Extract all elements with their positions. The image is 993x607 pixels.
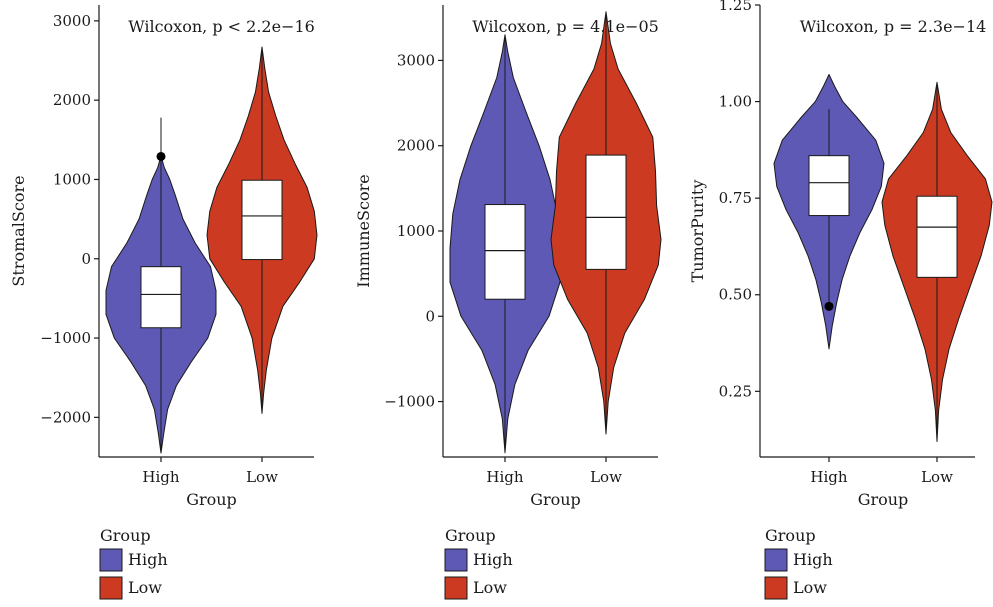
legend: Group High Low xyxy=(99,526,168,600)
panel-stromalscore: −2000 −1000 0 1000 2000 3000 StromalScore Wilco… xyxy=(9,5,318,600)
violin-group-high xyxy=(105,117,217,454)
legend: Group High Low xyxy=(444,526,513,600)
box-iqr xyxy=(808,155,850,217)
y-axis-title: ImmuneScore xyxy=(354,174,373,287)
violin-group-low xyxy=(881,81,993,443)
violin-group-high xyxy=(449,34,561,454)
legend-label: Low xyxy=(128,578,162,597)
x-tick-label: High xyxy=(486,468,523,486)
y-tick-label: 3000 xyxy=(397,51,435,69)
x-axis-title: Group xyxy=(186,490,237,509)
legend-label: High xyxy=(473,550,513,569)
legend-title: Group xyxy=(100,526,151,545)
box-iqr xyxy=(484,204,526,300)
legend-swatch-high xyxy=(444,548,468,572)
box-iqr xyxy=(916,195,958,278)
legend-label: High xyxy=(793,550,833,569)
x-axis-title: Group xyxy=(530,490,581,509)
x-tick-label: Low xyxy=(590,468,622,486)
legend-swatch-low xyxy=(444,576,468,600)
y-tick-label: 1000 xyxy=(53,170,91,188)
y-tick-label: −1000 xyxy=(384,393,435,411)
legend-title: Group xyxy=(765,526,816,545)
legend-swatch-high xyxy=(764,548,788,572)
legend-label: Low xyxy=(473,578,507,597)
y-axis-title: TumorPurity xyxy=(688,180,707,283)
wilcoxon-annotation: Wilcoxon, p < 2.2e−16 xyxy=(128,17,315,36)
y-tick-label: 1000 xyxy=(397,222,435,240)
panel-tumorpurity: 0.25 0.50 0.75 1.00 1.25 TumorPurity Wilcoxon,… xyxy=(688,0,993,600)
legend-label: High xyxy=(128,550,168,569)
panel-immunescore: −1000 0 1000 2000 3000 ImmuneScore Wilcoxon, p… xyxy=(354,5,662,600)
legend-swatch-high xyxy=(99,548,123,572)
wilcoxon-annotation: Wilcoxon, p = 4.1e−05 xyxy=(472,17,659,36)
box-iqr xyxy=(140,266,182,329)
y-axis-title: StromalScore xyxy=(9,175,28,286)
box-iqr xyxy=(241,179,283,261)
violin-group-low xyxy=(206,46,318,414)
y-tick-label: 0 xyxy=(425,307,435,325)
x-tick-label: High xyxy=(142,468,179,486)
violin-group-low xyxy=(550,11,662,435)
y-tick-label: 1.00 xyxy=(719,93,752,111)
outlier-point xyxy=(156,151,166,161)
y-tick-label: 3000 xyxy=(53,12,91,30)
y-tick-label: −2000 xyxy=(40,408,91,426)
y-tick-label: 0 xyxy=(81,250,91,268)
outlier-point xyxy=(824,301,834,311)
legend-title: Group xyxy=(445,526,496,545)
x-axis-title: Group xyxy=(858,490,909,509)
legend-swatch-low xyxy=(764,576,788,600)
legend-swatch-low xyxy=(99,576,123,600)
wilcoxon-annotation: Wilcoxon, p = 2.3e−14 xyxy=(800,17,987,36)
y-tick-label: 2000 xyxy=(53,91,91,109)
x-tick-label: High xyxy=(810,468,847,486)
y-tick-label: 0.25 xyxy=(719,382,752,400)
violin-group-high xyxy=(773,74,885,350)
y-tick-label: 0.75 xyxy=(719,189,752,207)
y-tick-label: 2000 xyxy=(397,137,435,155)
legend: Group High Low xyxy=(764,526,833,600)
x-tick-label: Low xyxy=(246,468,278,486)
y-tick-label: 1.25 xyxy=(719,0,752,14)
y-tick-label: −1000 xyxy=(40,329,91,347)
y-tick-label: 0.50 xyxy=(719,286,752,304)
box-iqr xyxy=(585,154,627,270)
legend-label: Low xyxy=(793,578,827,597)
x-tick-label: Low xyxy=(921,468,953,486)
